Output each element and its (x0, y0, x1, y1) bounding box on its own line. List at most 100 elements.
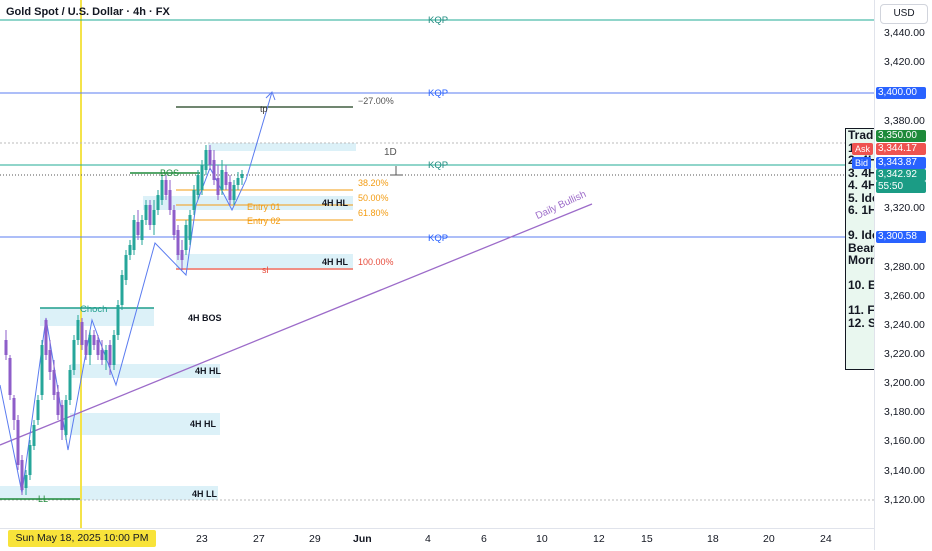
candle-body (96, 340, 100, 355)
zone-4h-hl-lower-label: 4H HL (195, 366, 222, 376)
candle-body (68, 370, 72, 400)
date-tick: 18 (707, 533, 719, 545)
zone-4h-ll-label: 4H LL (192, 489, 218, 499)
candle-body (56, 392, 60, 415)
kqp-label-mid: KQP (428, 160, 449, 171)
candle-body (196, 175, 200, 195)
candle-body (20, 460, 24, 490)
candle-body (92, 335, 96, 345)
zone-upper-box (208, 143, 356, 151)
candle-body (156, 195, 160, 210)
candle-body (76, 320, 80, 340)
date-tick: 15 (641, 533, 653, 545)
date-tick: 24 (820, 533, 832, 545)
symbol-title: Gold Spot / U.S. Dollar · 4h · FX (6, 6, 170, 18)
choch-label: Choch (80, 304, 108, 315)
candle-body (116, 305, 120, 335)
candle-body (48, 350, 52, 372)
bos-label: BOS (160, 168, 180, 178)
fib-100-label: 100.00% (358, 257, 394, 267)
price-tick: 3,440.00 (884, 27, 925, 39)
candle-body (180, 250, 184, 260)
ll-label: LL (38, 494, 49, 504)
candle-body (112, 335, 116, 365)
price-tick: 3,320.00 (884, 202, 925, 214)
candle-body (72, 340, 76, 370)
candle-body (152, 210, 156, 225)
zone-4h-hl-bottom (70, 413, 220, 435)
date-tick: 10 (536, 533, 548, 545)
date-axis[interactable] (0, 528, 874, 551)
crosshair-date-label: Sun May 18, 2025 10:00 PM (8, 530, 156, 547)
candle-body (12, 398, 16, 420)
bar-countdown: 55:50 (876, 181, 926, 193)
date-tick: 20 (763, 533, 775, 545)
date-tick: 29 (309, 533, 321, 545)
tp-price-label: 3,400.00 (876, 87, 926, 99)
candle-body (192, 190, 196, 210)
fib-neg27-label: −27.00% (358, 96, 394, 106)
candle-body (160, 180, 164, 200)
candle-body (84, 340, 88, 355)
price-tick: 3,280.00 (884, 261, 925, 273)
date-tick: 4 (425, 533, 431, 545)
candle-body (236, 178, 240, 185)
zone-4h-hl-lower (70, 364, 220, 378)
zone-4h-bos-label: 4H BOS (188, 313, 222, 323)
price-tick: 3,180.00 (884, 406, 925, 418)
panel-line: 3. 4H (848, 165, 876, 180)
candle-body (200, 165, 204, 190)
price-tick: 3,160.00 (884, 435, 925, 447)
daily-bullish-trendline (0, 203, 593, 446)
candle-body (232, 185, 236, 200)
ask-tag: Ask (852, 143, 874, 155)
last-price: 3,342.92 (876, 169, 926, 181)
candle-body (176, 230, 180, 255)
date-tick: Jun (353, 533, 372, 545)
panel-line: 9. Ide (848, 228, 876, 242)
zone-4h-hl-mid (176, 254, 353, 268)
price-tick: 3,120.00 (884, 494, 925, 506)
zone-4h-hl-upper-label: 4H HL (322, 198, 349, 208)
fib-50-label: 50.00% (358, 193, 389, 203)
candle-body (80, 322, 84, 345)
candle-body (4, 340, 8, 355)
currency-button[interactable]: USD (880, 4, 928, 24)
candle-body (44, 320, 48, 355)
candle-body (104, 350, 108, 360)
zone-4h-hl-bottom-label: 4H HL (190, 419, 217, 429)
fib-38-label: 38.20% (358, 178, 389, 188)
candle-body (16, 420, 20, 465)
panel-line: 6. 1H (848, 203, 876, 217)
projection-arrow (265, 91, 276, 101)
price-tick: 3,420.00 (884, 56, 925, 68)
bid-price: 3,343.87 (876, 157, 926, 169)
price-tick: 3,200.00 (884, 377, 925, 389)
candle-body (184, 225, 188, 250)
zone-4h-ll (0, 486, 218, 500)
date-tick: 23 (196, 533, 208, 545)
candle-body (60, 405, 64, 430)
kqp-label-low: KQP (428, 233, 449, 244)
candle-body (52, 370, 56, 395)
candle-body (148, 205, 152, 225)
panel-line: 10. E (848, 278, 876, 292)
tp-label: tp (260, 104, 268, 114)
bid-tag: Bid (852, 157, 872, 169)
panel-line: 12. S (848, 315, 876, 330)
price-tick: 3,260.00 (884, 290, 925, 302)
candle-body (8, 358, 12, 395)
candle-body (88, 335, 92, 355)
candle-body (204, 150, 208, 170)
candle-body (188, 215, 192, 240)
kqp-low-price-label: 3,300.58 (876, 231, 926, 243)
panel-line: 4. 4H (848, 178, 876, 192)
candle-body (228, 182, 232, 200)
price-tick: 3,220.00 (884, 348, 925, 360)
candle-body (24, 475, 28, 488)
candle-body (100, 350, 104, 360)
candle-body (40, 345, 44, 395)
candle-body (36, 400, 40, 420)
entry2-label: Entry 02 (247, 216, 281, 226)
